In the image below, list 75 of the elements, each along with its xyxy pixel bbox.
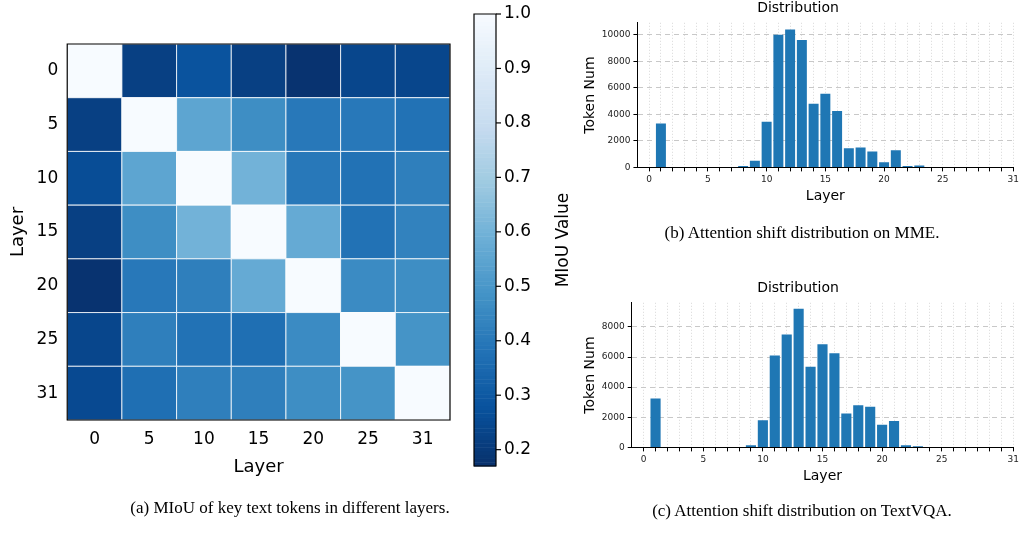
x-tick-label: 5 [705,174,711,185]
bar [879,162,890,167]
x-tick-label: 20 [876,454,889,465]
y-tick-label: 25 [36,327,59,348]
x-tick-label: 10 [757,454,769,465]
y-tick-label: 6000 [601,351,625,362]
x-tick-label: 5 [700,454,707,465]
x-tick-label: 20 [878,174,891,185]
bar [841,413,852,447]
x-tick-label: 25 [937,174,949,185]
x-tick-label: 31 [411,427,434,448]
bar [796,40,807,167]
y-tick-label: 2000 [607,135,631,146]
x-tick-label: 25 [357,427,379,448]
color-bar-label: 0.2 [504,438,532,459]
y-tick-label: 15 [36,220,59,241]
bar [853,405,864,447]
y-axis-title: Token Num [581,56,598,135]
bar [655,123,666,167]
x-tick-label: 15 [819,174,832,185]
x-tick-label: 20 [302,427,325,448]
y-tick-label: 2000 [601,411,625,422]
bar [832,111,843,167]
color-bar-label: 0.5 [504,274,532,295]
x-tick-label: 0 [640,454,647,465]
x-tick-label: 25 [936,454,948,465]
bar [890,150,901,167]
x-tick-label: 0 [89,427,100,448]
x-tick-label: 31 [1007,174,1019,185]
text: (b) Attention shift distribution on MME. [663,223,941,243]
x-tick-label: 15 [816,454,829,465]
y-tick-label: 0 [47,59,59,80]
y-tick-label: 4000 [607,108,631,119]
y-axis-title: Layer [6,206,28,258]
bar [865,406,876,447]
text: (c) Attention shift distribution on TextVQA. [651,501,953,521]
x-axis-title: Layer [233,454,285,476]
y-tick-label: 0 [624,161,631,172]
y-axis-title: Token Num [581,336,598,415]
color-bar-label: 0.4 [504,329,532,350]
color-bar-title: MIoU Value [552,192,573,288]
bar [877,424,888,447]
color-bar-label: 0.9 [504,56,532,77]
text: (a) MIoU of key text tokens in different layers. [129,498,451,518]
color-bar-label: 0.8 [504,111,532,132]
color-bar-label: 0.3 [504,383,532,404]
y-tick-label: 6000 [607,82,631,93]
y-tick-label: 31 [36,381,59,402]
x-tick-label: 10 [760,174,773,185]
chart-title: Distribution [757,279,839,296]
bar [843,148,854,167]
x-tick-label: 10 [193,427,215,448]
bar [888,421,900,447]
color-bar-label: 0.6 [504,220,532,241]
y-tick-label: 5 [47,112,59,133]
color-bar-label: 1.0 [504,2,532,23]
x-tick-label: 15 [247,427,270,448]
x-axis-title: Layer [802,467,843,484]
bar [785,29,796,167]
y-tick-label: 8000 [607,55,631,66]
bar [650,398,661,447]
y-tick-label: 10000 [601,29,631,40]
bar [769,355,780,447]
x-tick-label: 31 [1007,454,1019,465]
bar [781,334,792,447]
x-tick-label: 5 [143,427,155,448]
color-bar-label: 0.7 [504,165,532,186]
y-tick-label: 4000 [601,381,625,392]
chart-title: Distribution [757,0,839,16]
bar [749,160,760,167]
x-tick-label: 0 [646,174,653,185]
y-tick-label: 8000 [601,321,625,332]
x-axis-title: Layer [805,187,846,204]
bar [757,420,768,447]
y-tick-label: 20 [36,274,59,295]
